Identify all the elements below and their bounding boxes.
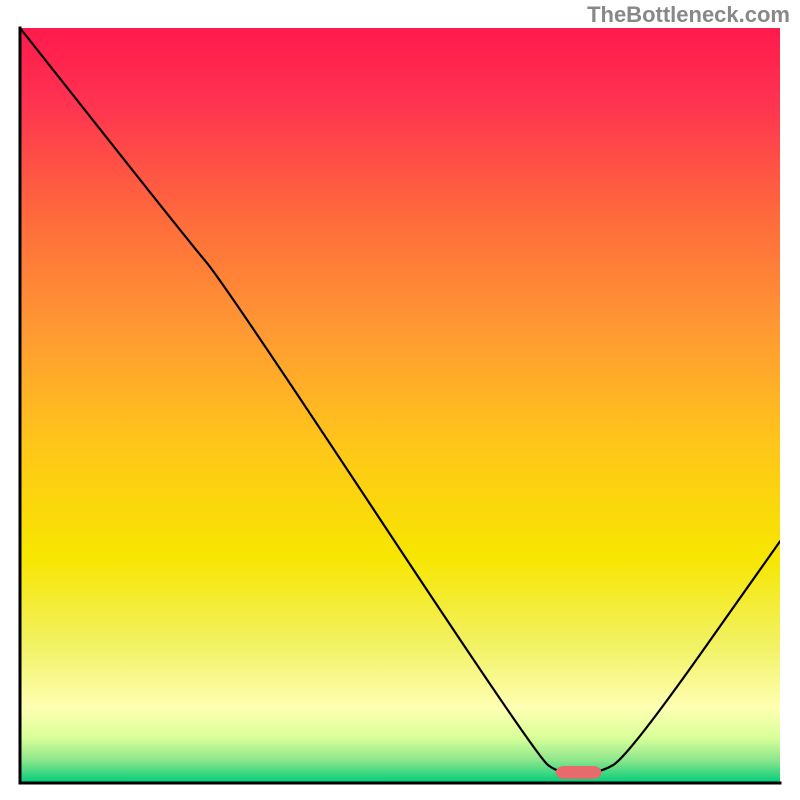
plot-area bbox=[20, 28, 780, 783]
watermark-text: TheBottleneck.com bbox=[587, 2, 790, 28]
gradient-background bbox=[20, 28, 780, 783]
chart-container: TheBottleneck.com bbox=[0, 0, 800, 800]
optimal-marker bbox=[556, 766, 602, 779]
bottleneck-chart bbox=[0, 0, 800, 800]
